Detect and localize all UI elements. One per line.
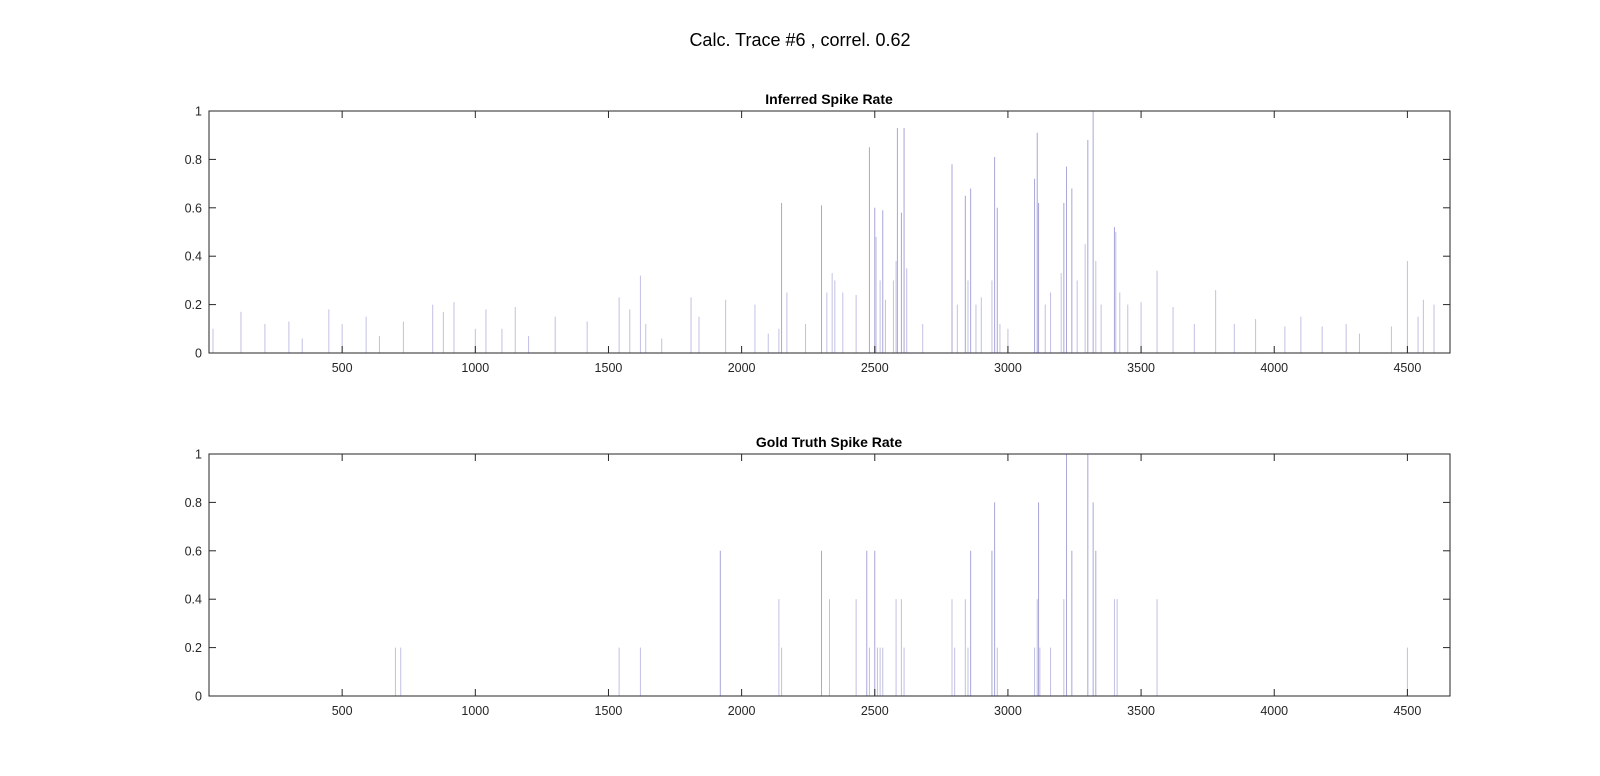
panel-gold-truth-spike-rate: 500 1000 1500 2000 2500 3000 3500 4000 4500 0 0.2 0… <box>185 434 1451 718</box>
tick-group: 500 1000 1500 2000 2500 3000 3500 4000 4500 0 0.2 0… <box>185 105 1450 375</box>
x-tick-label: 2000 <box>728 361 756 375</box>
x-tick-label: 500 <box>332 361 353 375</box>
y-tick-label: 0.6 <box>185 201 202 215</box>
y-tick-label: 0.2 <box>185 298 202 312</box>
x-tick-label: 4000 <box>1260 704 1288 718</box>
x-tick-label: 2000 <box>728 704 756 718</box>
x-tick-label: 500 <box>332 704 353 718</box>
x-tick-label: 3000 <box>994 361 1022 375</box>
y-tick-label: 1 <box>195 448 202 462</box>
x-tick-label: 4500 <box>1393 704 1421 718</box>
x-tick-label: 3500 <box>1127 361 1155 375</box>
axes-box <box>208 453 1451 697</box>
x-tick-label: 4000 <box>1260 361 1288 375</box>
y-tick-label: 0.4 <box>185 593 202 607</box>
x-tick-label: 1000 <box>461 361 489 375</box>
x-tick-label: 3500 <box>1127 704 1155 718</box>
bar-group <box>394 454 1408 696</box>
figure-title: Calc. Trace #6 , correl. 0.62 <box>689 30 910 50</box>
bar-group <box>212 111 1435 353</box>
x-tick-label: 1500 <box>595 361 623 375</box>
y-tick-label: 0 <box>195 690 202 704</box>
y-tick-label: 0 <box>195 347 202 361</box>
y-tick-label: 1 <box>195 105 202 119</box>
panel-title: Inferred Spike Rate <box>765 91 893 107</box>
x-tick-label: 2500 <box>861 704 889 718</box>
x-tick-label: 1000 <box>461 704 489 718</box>
y-tick-label: 0.2 <box>185 641 202 655</box>
panel-inferred-spike-rate: 500 1000 1500 2000 2500 3000 3500 4000 4500 0 0.2 0… <box>185 91 1451 375</box>
x-tick-label: 3000 <box>994 704 1022 718</box>
x-tick-label: 4500 <box>1393 361 1421 375</box>
y-tick-label: 0.4 <box>185 250 202 264</box>
y-tick-label: 0.8 <box>185 153 202 167</box>
panel-title: Gold Truth Spike Rate <box>756 434 902 450</box>
tick-group: 500 1000 1500 2000 2500 3000 3500 4000 4500 0 0.2 0… <box>185 448 1450 718</box>
x-tick-label: 1500 <box>595 704 623 718</box>
y-tick-label: 0.8 <box>185 496 202 510</box>
axes-box <box>208 110 1451 354</box>
y-tick-label: 0.6 <box>185 544 202 558</box>
x-tick-label: 2500 <box>861 361 889 375</box>
